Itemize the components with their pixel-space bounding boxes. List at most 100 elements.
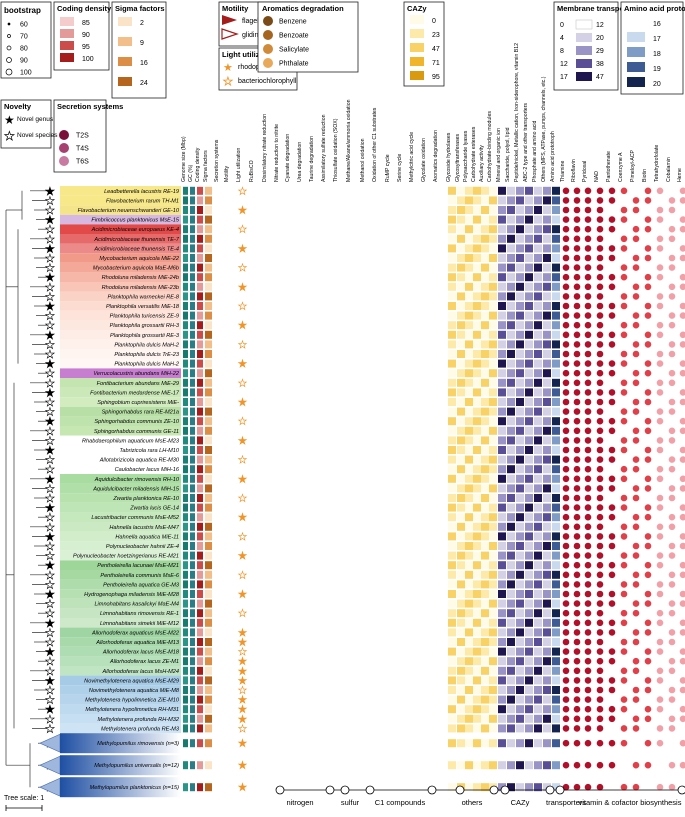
novel-species-icon: ★ xyxy=(45,541,55,553)
membrane-left-label: 12 xyxy=(560,61,568,68)
taxon-row: Allotabrizicola aquatica RE-M30 xyxy=(60,454,181,465)
vitamin-dot xyxy=(679,360,685,367)
vitamin-dot xyxy=(596,302,604,310)
vitamin-dot xyxy=(562,494,570,502)
transporter-cell xyxy=(525,561,533,570)
vitamin-dot xyxy=(656,350,664,358)
cazy-cell xyxy=(473,311,481,320)
vitamin-dot xyxy=(632,437,640,444)
column-header: Sigma factors xyxy=(203,150,209,182)
trait-row: ★ xyxy=(183,186,685,198)
vitamin-dot xyxy=(656,609,664,617)
vitamin-dot xyxy=(620,350,628,358)
vitamin-dot xyxy=(573,235,581,243)
taxon-label: Acidimicrobiaceae thunensis TE-7 xyxy=(93,237,179,243)
transporter-cell xyxy=(543,225,551,234)
vitamin-dot xyxy=(596,206,604,214)
coding-density-cell xyxy=(197,292,203,301)
cazy-cell xyxy=(457,273,465,282)
vitamin-dot xyxy=(608,245,616,252)
legend-item: 0 xyxy=(410,15,436,25)
cazy-cell xyxy=(465,426,473,435)
gc-cell xyxy=(190,494,195,502)
coding-density-cell xyxy=(197,580,203,589)
gc-cell xyxy=(190,724,195,733)
cazy-cell xyxy=(448,494,456,502)
gc-cell xyxy=(190,647,195,656)
genome-size-cell xyxy=(183,225,188,234)
transporter-cell xyxy=(543,638,551,646)
transporter-cell xyxy=(516,724,524,733)
trait-row xyxy=(183,273,685,282)
transporter-cell xyxy=(525,225,533,234)
cazy-cell xyxy=(448,398,456,406)
vitamin-dot xyxy=(584,619,592,627)
amino-prototroph-cell xyxy=(552,570,560,579)
column-header: Others (MFS, ATPase, pumps, channels, et… xyxy=(541,76,547,182)
column-header: Cobalamin xyxy=(666,157,672,182)
taxon-row: Allorhodoferax aquaticus MsE-M22 xyxy=(60,627,181,638)
cazy-cell xyxy=(448,628,456,637)
vitamin-dot xyxy=(584,561,592,569)
transporter-cell xyxy=(516,647,524,656)
sigma-cell xyxy=(205,234,212,243)
column-header: Coenzyme A xyxy=(618,152,624,182)
legend-motility-flagella: flagella xyxy=(242,18,264,25)
vitamin-dot xyxy=(584,465,592,473)
coding-density-cell xyxy=(197,618,203,627)
cazy-cell xyxy=(489,522,497,531)
taxon-row: Verrucolacustris abundans MiH-22 xyxy=(60,368,181,378)
amino-prototroph-cell xyxy=(552,321,560,330)
coding-density-cell xyxy=(197,695,203,704)
membrane-swatch xyxy=(576,72,592,81)
category-item: CAZy xyxy=(511,798,530,807)
taxon-background xyxy=(60,368,181,378)
transporter-cell xyxy=(525,570,533,579)
vitamin-dot xyxy=(562,619,570,627)
genome-size-cell xyxy=(183,254,188,262)
transporter-cell xyxy=(498,503,506,512)
vitamin-dot xyxy=(573,609,581,617)
taxon-label: Leadbetterella lacustris RE-19 xyxy=(104,189,179,195)
vitamin-dot xyxy=(573,590,581,598)
vitamin-dot xyxy=(656,725,664,732)
cazy-cell xyxy=(489,739,497,748)
trait-row: ★ xyxy=(183,359,685,370)
taxon-label: Hydrogenophaga miladensis MiE-M28 xyxy=(84,592,180,598)
vitamin-dot xyxy=(668,638,676,646)
cazy-cell xyxy=(448,570,456,579)
taxon-row: Allorhodoferax lacus MsH-M24 xyxy=(60,666,181,676)
vitamin-dot xyxy=(632,609,640,617)
cazy-cell xyxy=(465,302,473,310)
vitamin-dot xyxy=(573,629,581,636)
vitamin-dot xyxy=(679,571,685,579)
cazy-cell xyxy=(465,465,473,474)
transporter-cell xyxy=(516,350,524,358)
transporter-cell xyxy=(525,206,533,214)
vitamin-dot xyxy=(596,705,604,713)
transporter-cell xyxy=(525,321,533,330)
vitamin-dot xyxy=(620,245,628,252)
transporter-cell xyxy=(507,378,515,387)
cazy-cell xyxy=(465,695,473,704)
vitamin-dot xyxy=(584,581,592,588)
vitamin-dot xyxy=(584,273,592,281)
transporter-cell xyxy=(534,321,542,330)
gc-cell xyxy=(190,398,195,406)
column-header: Dissimilatory nitrate reduction xyxy=(262,114,268,182)
vitamin-dot xyxy=(608,302,616,310)
column-header: Secretion systems xyxy=(214,139,220,182)
taxon-row: Lacustribacter communis MsE-M52 xyxy=(60,512,181,522)
cazy-cell xyxy=(448,695,456,704)
transporter-cell xyxy=(534,206,542,214)
amino-prototroph-cell xyxy=(552,311,560,320)
cazy-cell xyxy=(448,292,456,301)
transporter-cell xyxy=(525,436,533,445)
coding-density-cell xyxy=(197,666,203,675)
category-label: C1 compounds xyxy=(375,798,426,807)
gc-cell xyxy=(190,761,195,770)
vitamin-dot xyxy=(644,686,652,694)
vitamin-dot xyxy=(573,216,581,223)
taxon-row: Sphingobium cupriresistens MiE- xyxy=(60,397,181,407)
column-headers: Genome size (Mbp) GC (%) Coding density Sig… xyxy=(181,43,683,182)
